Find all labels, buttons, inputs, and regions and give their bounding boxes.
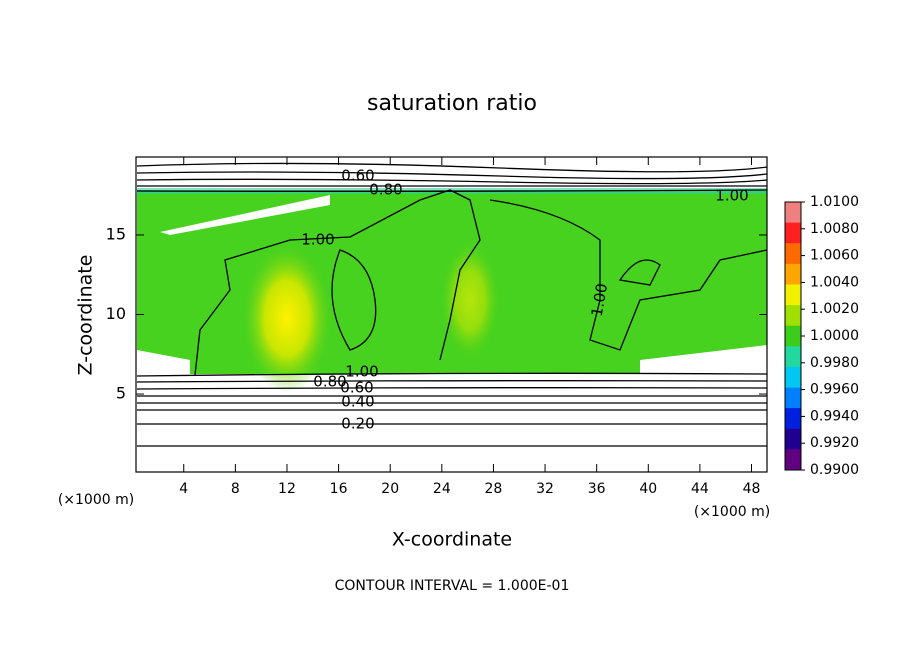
contour-label: 1.00 xyxy=(301,231,334,249)
y-tick-label: 5 xyxy=(116,384,126,403)
colorbar-band xyxy=(785,449,801,471)
y-unit-label: (×1000 m) xyxy=(58,492,134,508)
y-tick-label: 15 xyxy=(106,224,126,243)
x-axis-label: X-coordinate xyxy=(392,529,512,551)
contour-label: 1.00 xyxy=(345,363,378,381)
dry-region xyxy=(160,195,330,235)
x-tick-label: 28 xyxy=(485,481,503,497)
x-tick-label: 4 xyxy=(179,481,188,497)
contour-label: 0.40 xyxy=(341,393,374,411)
x-tick-label: 24 xyxy=(433,481,451,497)
warm-region xyxy=(242,243,332,393)
colorbar-band xyxy=(785,428,801,450)
y-axis-label: Z-coordinate xyxy=(75,255,97,376)
warm-region xyxy=(440,240,500,360)
contour-label: 0.80 xyxy=(369,181,402,199)
colorbar-tick-label: 0.9920 xyxy=(810,435,859,451)
contour-label: 0.60 xyxy=(340,379,373,397)
x-tick-label: 48 xyxy=(743,481,761,497)
colorbar-band xyxy=(785,366,801,389)
x-tick-label: 16 xyxy=(330,481,348,497)
y-tick-label: 10 xyxy=(106,304,126,323)
colorbar-tick-label: 1.0000 xyxy=(810,328,859,344)
field xyxy=(137,188,767,393)
x-tick-label: 8 xyxy=(231,481,240,497)
colorbar-tick-label: 1.0040 xyxy=(810,274,859,290)
x-unit-label: (×1000 m) xyxy=(694,504,770,520)
x-tick-label: 44 xyxy=(691,481,709,497)
colorbar-tick-label: 0.9980 xyxy=(810,355,859,371)
colorbar-tick-label: 1.0100 xyxy=(810,194,859,210)
colorbar-band xyxy=(785,408,801,430)
colorbar-band xyxy=(785,305,801,327)
x-tick-label: 36 xyxy=(588,481,606,497)
colorbar-tick-label: 1.0020 xyxy=(810,301,859,317)
contour-label: 0.60 xyxy=(341,167,374,185)
x-tick-label: 40 xyxy=(639,481,657,497)
colorbar-tick-label: 0.9900 xyxy=(810,462,859,478)
colorbar-tick-label: 0.9960 xyxy=(810,382,859,398)
colorbar-band xyxy=(785,325,801,347)
contour-label: 1.00 xyxy=(588,282,612,318)
colorbar-band xyxy=(785,243,801,265)
colorbar-tick-label: 0.9940 xyxy=(810,408,859,424)
footnote: CONTOUR INTERVAL = 1.000E-01 xyxy=(335,578,570,594)
colorbar-band xyxy=(785,346,801,368)
colorbar-band xyxy=(785,263,801,285)
x-tick-label: 20 xyxy=(381,481,399,497)
colorbar-band xyxy=(785,387,801,409)
x-tick-label: 12 xyxy=(278,481,296,497)
contour-label: 0.80 xyxy=(313,373,346,391)
contour-label: 1.00 xyxy=(715,187,748,205)
chart-title: saturation ratio xyxy=(367,91,537,116)
contour-label: 0.20 xyxy=(341,415,374,433)
colorbar-band xyxy=(785,284,801,306)
x-tick-label: 32 xyxy=(536,481,554,497)
colorbar-band xyxy=(785,222,801,244)
colorbar-tick-label: 1.0080 xyxy=(810,221,859,237)
colorbar-tick-label: 1.0060 xyxy=(810,248,859,264)
dry-region xyxy=(137,345,767,380)
colorbar-band xyxy=(785,202,801,224)
